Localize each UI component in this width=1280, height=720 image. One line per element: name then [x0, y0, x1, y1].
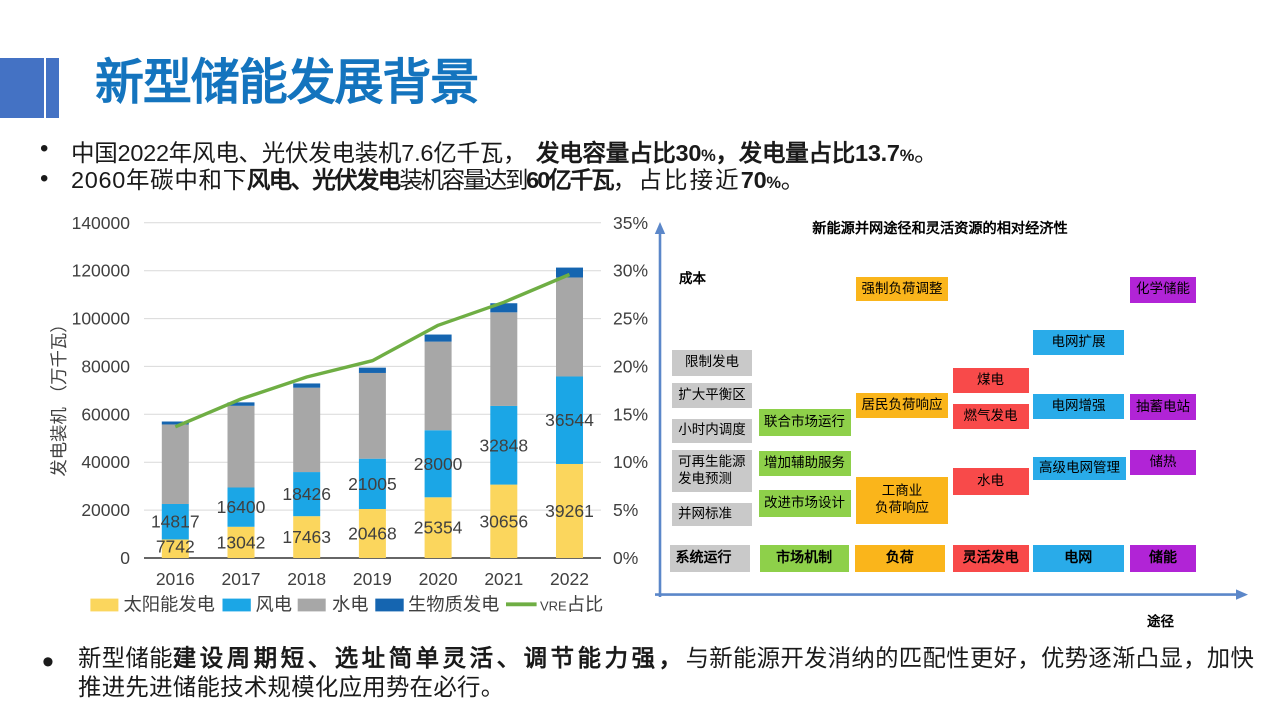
svg-text:20%: 20% — [613, 356, 648, 376]
svg-text:2021: 2021 — [484, 569, 523, 589]
svg-text:发电装机 （万千瓦）: 发电装机 （万千瓦） — [49, 315, 69, 476]
svg-text:13042: 13042 — [217, 532, 266, 552]
svg-text:0%: 0% — [613, 548, 638, 568]
svg-text:7742: 7742 — [156, 537, 195, 557]
svg-text:100000: 100000 — [72, 309, 131, 329]
svg-text:18426: 18426 — [282, 484, 331, 504]
svg-text:25354: 25354 — [414, 518, 463, 538]
svg-text:2018: 2018 — [287, 569, 326, 589]
svg-text:风电: 风电 — [256, 594, 293, 615]
svg-text:39261: 39261 — [545, 501, 594, 521]
svg-text:25%: 25% — [613, 309, 648, 329]
svg-text:36544: 36544 — [545, 410, 594, 430]
svg-text:20000: 20000 — [81, 500, 130, 520]
svg-text:21005: 21005 — [348, 474, 397, 494]
svg-text:2017: 2017 — [222, 569, 261, 589]
svg-text:60000: 60000 — [81, 404, 130, 424]
svg-text:140000: 140000 — [72, 213, 131, 233]
svg-text:17463: 17463 — [282, 527, 331, 547]
svg-text:2022: 2022 — [550, 569, 589, 589]
svg-text:VRE占比: VRE占比 — [540, 594, 603, 615]
svg-text:30656: 30656 — [479, 511, 528, 531]
svg-text:120000: 120000 — [72, 261, 131, 281]
svg-text:太阳能发电: 太阳能发电 — [124, 594, 215, 615]
svg-text:30%: 30% — [613, 261, 648, 281]
svg-text:16400: 16400 — [217, 497, 266, 517]
svg-text:2020: 2020 — [419, 569, 458, 589]
svg-text:14817: 14817 — [151, 512, 200, 532]
svg-text:80000: 80000 — [81, 356, 130, 376]
svg-text:32848: 32848 — [479, 435, 528, 455]
svg-text:5%: 5% — [613, 500, 638, 520]
svg-text:2016: 2016 — [156, 569, 195, 589]
svg-text:35%: 35% — [613, 213, 648, 233]
svg-text:15%: 15% — [613, 404, 648, 424]
svg-text:生物质发电: 生物质发电 — [408, 594, 499, 615]
svg-text:28000: 28000 — [414, 454, 463, 474]
svg-text:40000: 40000 — [81, 452, 130, 472]
svg-text:水电: 水电 — [332, 594, 369, 615]
svg-text:20468: 20468 — [348, 524, 397, 544]
svg-text:2019: 2019 — [353, 569, 392, 589]
svg-text:0: 0 — [120, 548, 130, 568]
svg-text:10%: 10% — [613, 452, 648, 472]
